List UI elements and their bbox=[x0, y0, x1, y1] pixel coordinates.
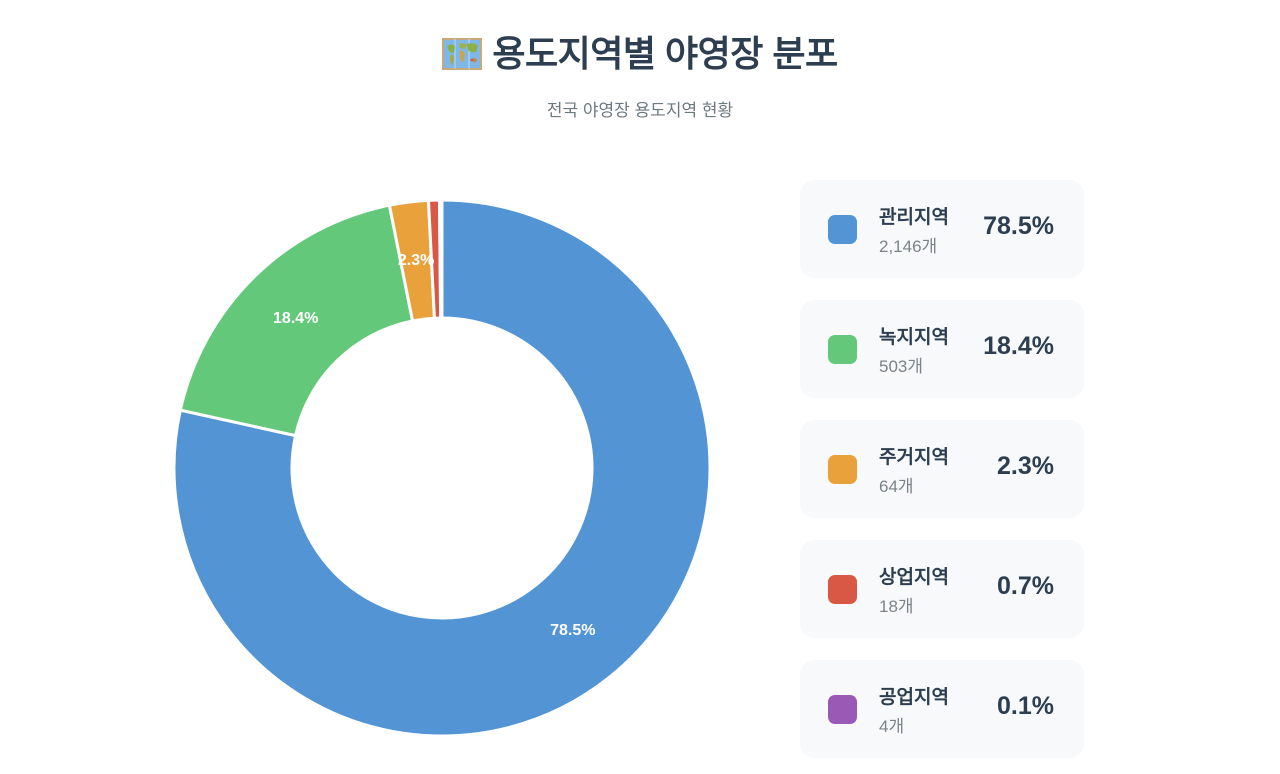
page-title: 용도지역별 야영장 분포 bbox=[492, 33, 838, 74]
legend-name: 상업지역 bbox=[879, 567, 949, 588]
legend-card-green[interactable]: 녹지지역 503개 18.4% bbox=[800, 300, 1084, 398]
legend-name: 공업지역 bbox=[879, 687, 949, 708]
legend-card-commercial[interactable]: 상업지역 18개 0.7% bbox=[800, 540, 1084, 638]
donut-svg bbox=[172, 198, 712, 738]
title-row: 용도지역별 야영장 분포 bbox=[0, 30, 1280, 78]
legend-card-industrial[interactable]: 공업지역 4개 0.1% bbox=[800, 660, 1084, 758]
slice-label-green: 18.4% bbox=[273, 309, 319, 327]
donut-slice-1[interactable] bbox=[178, 203, 415, 438]
color-swatch bbox=[828, 215, 857, 244]
legend-percent: 2.3% bbox=[997, 452, 1054, 480]
legend-card-residential[interactable]: 주거지역 64개 2.3% bbox=[800, 420, 1084, 518]
legend-percent: 0.7% bbox=[997, 572, 1054, 600]
page-subtitle: 전국 야영장 용도지역 현황 bbox=[546, 101, 734, 120]
legend-card-management[interactable]: 관리지역 2,146개 78.5% bbox=[800, 180, 1084, 278]
slice-label-residential: 2.3% bbox=[397, 251, 435, 269]
color-swatch bbox=[828, 575, 857, 604]
legend-count: 64개 bbox=[879, 477, 914, 496]
legend-name: 주거지역 bbox=[879, 447, 949, 468]
color-swatch bbox=[828, 695, 857, 724]
legend-count: 4개 bbox=[879, 717, 905, 736]
color-swatch bbox=[828, 335, 857, 364]
donut-chart: 78.5% 18.4% 2.3% bbox=[172, 198, 712, 738]
legend-name: 관리지역 bbox=[879, 207, 949, 228]
legend-percent: 0.1% bbox=[997, 692, 1054, 720]
legend-name: 녹지지역 bbox=[879, 327, 949, 348]
color-swatch bbox=[828, 455, 857, 484]
legend-count: 503개 bbox=[879, 357, 924, 376]
legend-count: 2,146개 bbox=[879, 237, 938, 256]
donut-slice-0[interactable] bbox=[172, 198, 712, 738]
legend-percent: 18.4% bbox=[983, 332, 1054, 360]
slice-label-management: 78.5% bbox=[550, 621, 596, 639]
legend-percent: 78.5% bbox=[983, 212, 1054, 240]
world-map-icon bbox=[442, 36, 483, 72]
legend-count: 18개 bbox=[879, 597, 914, 616]
donut-slice-4[interactable] bbox=[438, 198, 444, 320]
